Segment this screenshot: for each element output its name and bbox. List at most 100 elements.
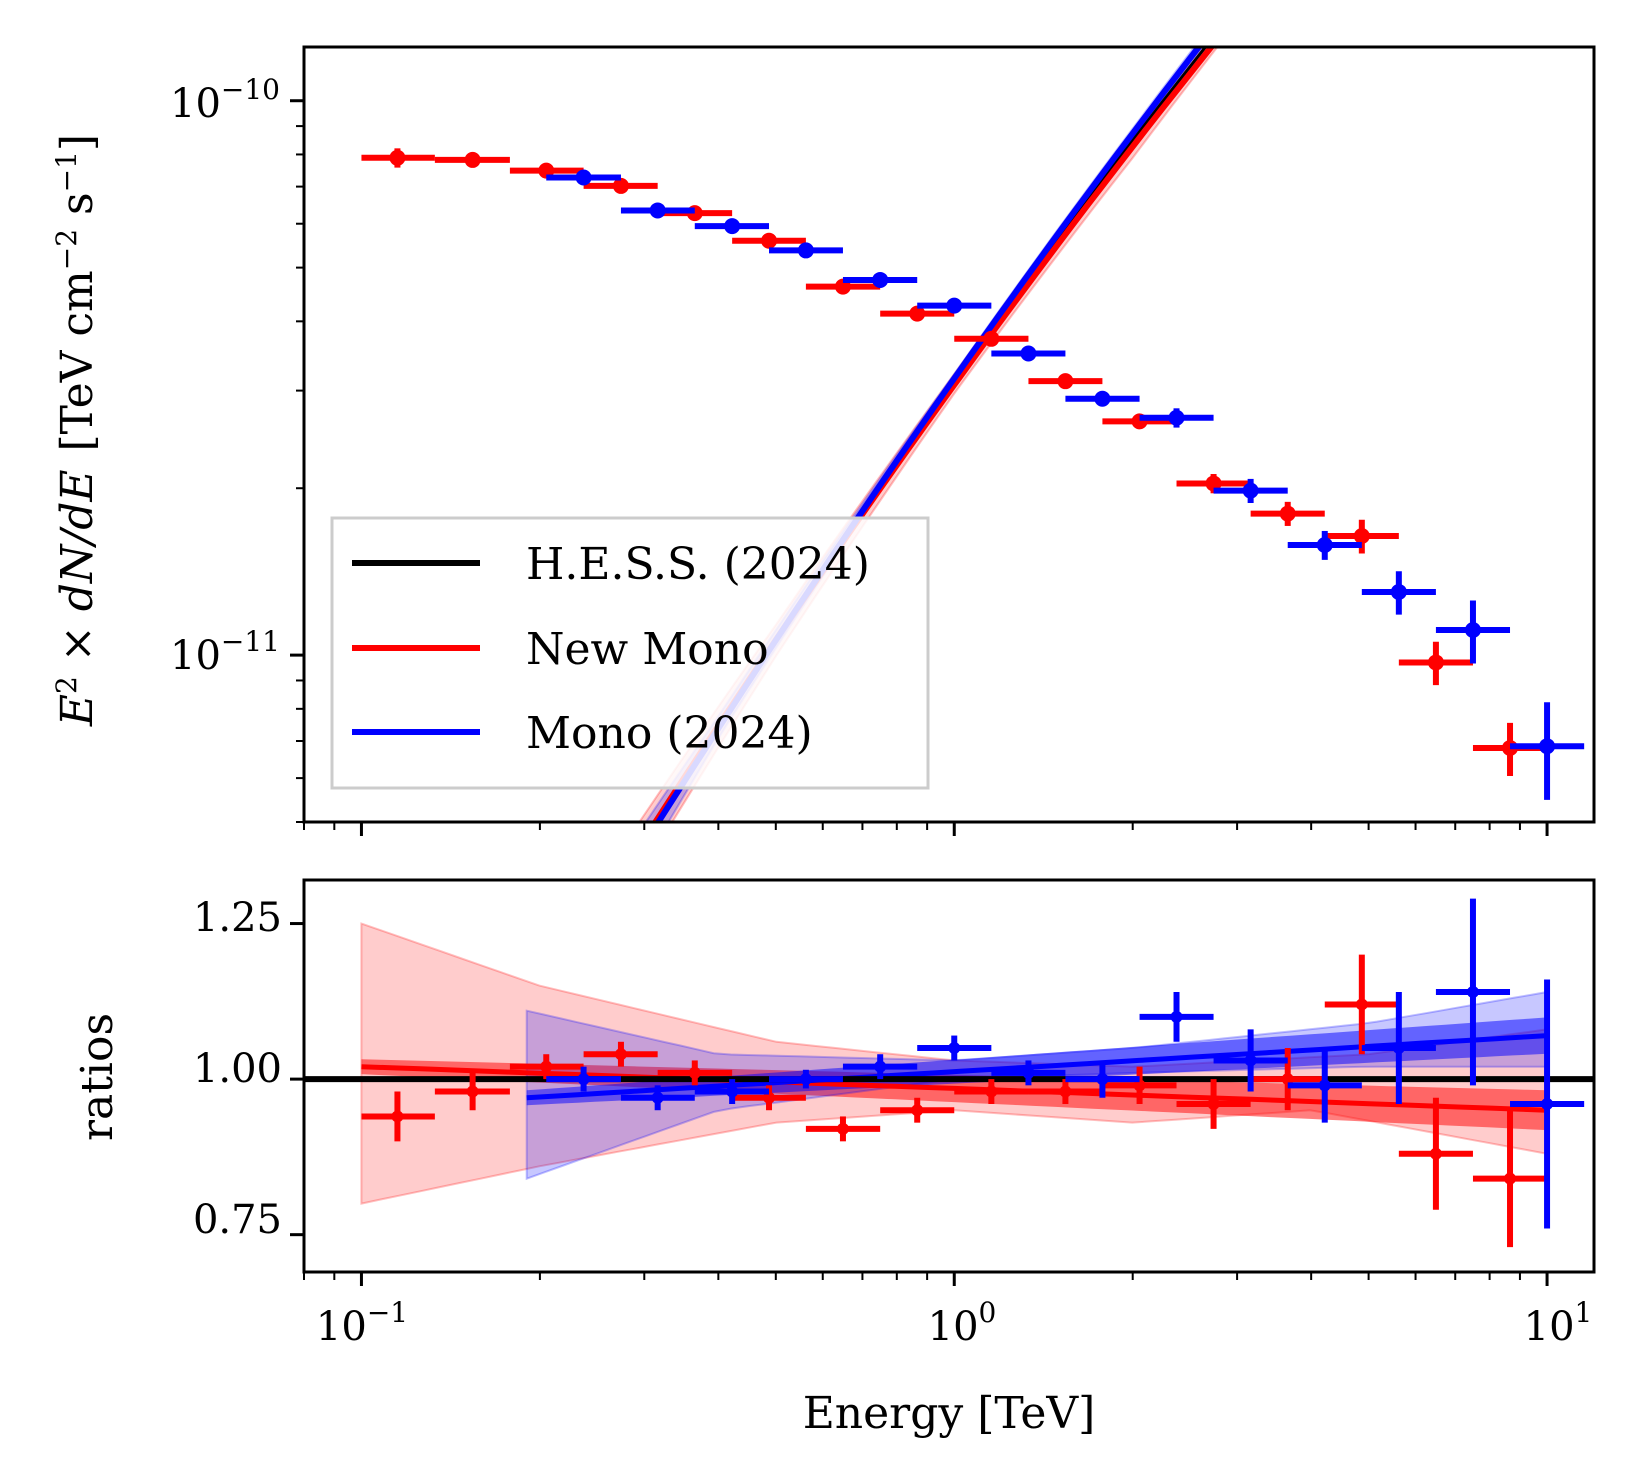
- flux-marker: [1057, 373, 1074, 390]
- ratio-point-mono-2024-13: [1510, 979, 1585, 1229]
- x-tick-label-0.1: 10−1: [316, 1296, 408, 1350]
- flux-marker: [1464, 621, 1481, 638]
- flux-marker: [575, 169, 592, 186]
- ratio-y-tick-label-1.00: 1.00: [193, 1046, 282, 1092]
- top-y-axis-title: E2 × dN/dE[TeV cm−2 s−1]: [50, 134, 103, 727]
- ratio-marker: [1133, 1079, 1146, 1092]
- ratio-marker: [577, 1073, 590, 1086]
- flux-point-mono-2024-7: [1065, 390, 1140, 407]
- ratio-marker: [1059, 1085, 1072, 1098]
- legend: H.E.S.S. (2024) New Mono Mono (2024): [330, 516, 930, 790]
- ratio-point-mono-2024-7: [1065, 1060, 1140, 1098]
- flux-point-new-mono-5: [732, 232, 806, 249]
- flux-point-mono-2024-3: [769, 242, 843, 259]
- ratio-point-new-mono-6: [805, 1116, 881, 1142]
- ratio-point-new-mono-11: [1176, 1079, 1251, 1129]
- ratio-marker: [1541, 1098, 1554, 1110]
- flux-point-mono-2024-2: [694, 218, 770, 235]
- ratio-marker: [1170, 1010, 1183, 1023]
- x-tick-label-1: 100: [928, 1296, 997, 1350]
- ratio-marker: [688, 1066, 701, 1079]
- flux-marker: [1094, 390, 1111, 407]
- flux-marker: [946, 297, 963, 314]
- ratio-marker: [948, 1042, 961, 1054]
- ratio-point-mono-2024-1: [620, 1085, 695, 1111]
- x-axis-title: Energy [TeV]: [803, 1388, 1096, 1439]
- flux-point-mono-2024-1: [620, 202, 695, 219]
- ratio-point-mono-2024-5: [917, 1035, 992, 1061]
- ratio-marker: [540, 1060, 553, 1073]
- ratio-marker: [1466, 986, 1479, 998]
- ratio-axis-ticks: [290, 922, 1549, 1286]
- flux-point-mono-2024-10: [1287, 530, 1362, 560]
- ratio-marker: [1392, 1042, 1405, 1054]
- ratio-marker: [466, 1085, 479, 1098]
- flux-point-new-mono-15: [1472, 722, 1548, 777]
- ratio-y-axis-title: ratios: [72, 1013, 123, 1141]
- flux-point-mono-2024-9: [1213, 478, 1288, 503]
- legend-label-hess: H.E.S.S. (2024): [526, 539, 870, 590]
- ratio-point-mono-2024-11: [1361, 992, 1436, 1104]
- flux-point-mono-2024-8: [1139, 408, 1214, 428]
- flux-point-mono-2024-6: [991, 345, 1066, 362]
- top-axis-ticks: [290, 99, 1549, 836]
- ratio-y-tick-label-1.25: 1.25: [193, 895, 282, 941]
- ratio-point-new-mono-4: [657, 1060, 733, 1086]
- flux-point-mono-2024-0: [546, 169, 621, 186]
- y-tick-label-1e-11: 10−11: [170, 625, 280, 679]
- ratio-marker: [391, 1110, 404, 1123]
- flux-marker: [1427, 654, 1444, 671]
- ratio-point-new-mono-7: [880, 1097, 955, 1123]
- flux-marker: [1205, 475, 1222, 492]
- ratio-marker: [1022, 1066, 1035, 1079]
- ratio-marker: [1429, 1147, 1442, 1160]
- ratio-point-mono-2024-0: [546, 1066, 621, 1092]
- flux-marker: [761, 232, 778, 249]
- flux-marker: [1539, 738, 1556, 755]
- flux-point-mono-2024-5: [917, 297, 992, 314]
- y-tick-label-1e-10: 10−10: [170, 73, 280, 127]
- flux-point-new-mono-12: [1250, 501, 1325, 526]
- flux-marker: [983, 330, 1000, 347]
- flux-marker: [389, 149, 406, 166]
- ratio-point-new-mono-14: [1398, 1097, 1473, 1210]
- flux-point-new-mono-9: [1028, 373, 1103, 390]
- ratio-marker: [1504, 1172, 1517, 1185]
- flux-point-mono-2024-12: [1435, 600, 1511, 664]
- ratio-marker: [836, 1122, 849, 1135]
- legend-label-mono-2024: Mono (2024): [526, 708, 813, 759]
- ratio-panel-frame: [302, 878, 1596, 1274]
- ratio-point-mono-2024-4: [842, 1054, 918, 1080]
- ratio-line-new-mono: [361, 1064, 1548, 1113]
- flux-marker: [797, 242, 814, 259]
- ratio-point-new-mono-0: [361, 1091, 435, 1142]
- ratio-point-new-mono-2: [509, 1054, 584, 1080]
- ratio-marker: [614, 1048, 627, 1061]
- model-line-new-mono: [651, 47, 1216, 822]
- ratio-point-new-mono-3: [583, 1041, 658, 1067]
- ratio-point-new-mono-9: [1028, 1079, 1103, 1104]
- ratio-marker: [1096, 1073, 1109, 1086]
- ratio-point-mono-2024-2: [694, 1079, 770, 1104]
- top-panel-frame: [302, 45, 1596, 824]
- ratio-point-new-mono-13: [1324, 954, 1399, 1055]
- ratio-marker: [1318, 1079, 1331, 1092]
- ratio-marker: [763, 1091, 776, 1104]
- ratio-point-mono-2024-9: [1213, 1029, 1288, 1092]
- top-flux-points: [361, 148, 1585, 800]
- flux-point-new-mono-3: [583, 177, 658, 194]
- flux-point-mono-2024-4: [842, 271, 918, 288]
- ratio-point-mono-2024-8: [1139, 992, 1214, 1042]
- ratio-confidence-bands: [360, 922, 1549, 1205]
- ratio-point-new-mono-10: [1102, 1066, 1177, 1104]
- flux-point-new-mono-14: [1398, 641, 1473, 686]
- flux-marker: [612, 177, 629, 194]
- ratio-y-tick-label-0.75: 0.75: [193, 1197, 282, 1243]
- flux-marker: [1242, 482, 1259, 499]
- ratio-marker: [874, 1060, 887, 1073]
- flux-marker: [464, 151, 481, 168]
- flux-marker: [872, 271, 889, 288]
- ratio-marker: [1207, 1098, 1220, 1110]
- flux-point-mono-2024-13: [1510, 702, 1585, 800]
